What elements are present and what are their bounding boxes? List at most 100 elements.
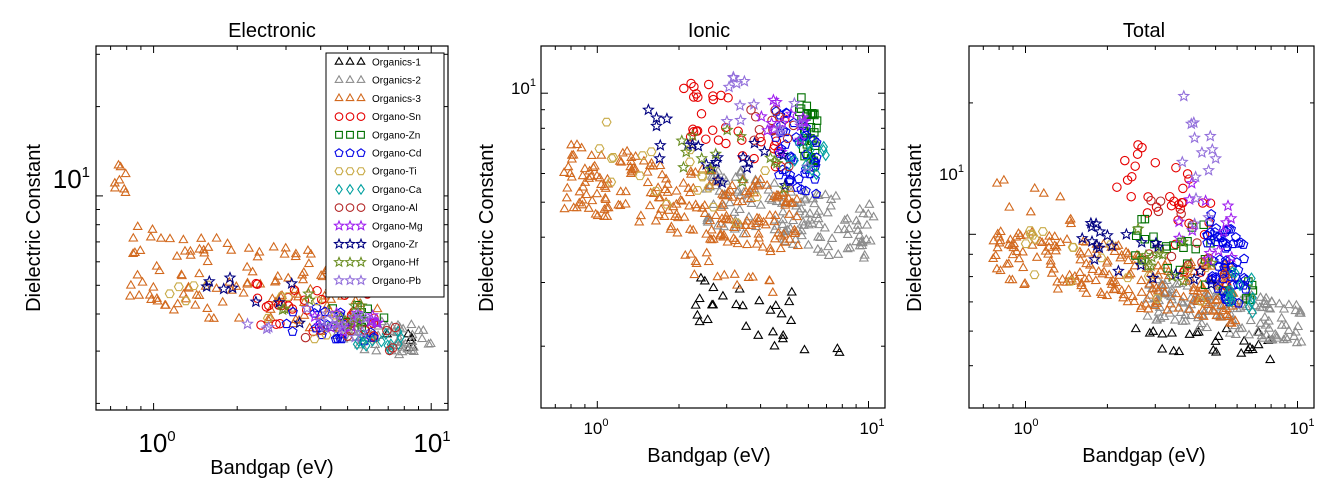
ionic-point-organics-2 [861, 219, 873, 229]
ionic-point-organics-2 [823, 241, 834, 251]
total-point-organics-3 [995, 265, 1006, 275]
total-point-organo-sn [1142, 208, 1153, 218]
ionic-point-organo-sn [696, 109, 707, 119]
ionic-point-organo-zn [797, 93, 806, 102]
total-point-organics-1 [1191, 327, 1202, 337]
electronic-point-organo-cd [281, 318, 292, 329]
ionic-point-organo-sn [688, 92, 699, 102]
electronic-point-organo-zr [293, 316, 306, 329]
ionic-point-organics-3 [644, 200, 656, 210]
total-point-organo-al [1176, 209, 1186, 219]
electronic-point-organo-cd [287, 306, 298, 317]
electronic-point-organics-2 [371, 345, 382, 355]
ionic-point-organics-3 [583, 172, 595, 182]
total-point-organics-3 [1127, 291, 1138, 301]
ionic-panel: Ionic 100 101 101 Bandgap (eV) Dielectri… [476, 20, 886, 467]
total-point-organo-zr [1089, 217, 1103, 230]
electronic-point-organics-3 [179, 245, 191, 255]
ionic-point-organics-1 [785, 315, 797, 324]
total-point-organics-3 [1125, 268, 1136, 278]
total-point-organo-sn [1166, 200, 1177, 211]
electronic-point-organics-3 [148, 281, 159, 291]
ionic-point-organics-2 [734, 204, 745, 213]
ionic-point-organo-cd [776, 143, 787, 154]
electronic-point-organics-3 [152, 295, 163, 305]
total-point-organics-3 [1217, 305, 1229, 315]
total-point-organics-2 [1260, 292, 1272, 302]
ionic-point-organics-3 [616, 156, 627, 166]
total-point-organo-hf [1145, 250, 1159, 263]
total-point-organics-2 [1254, 301, 1265, 311]
electronic-point-organics-3 [191, 289, 202, 299]
ionic-point-organo-al [784, 161, 794, 172]
electronic-point-organo-sn [301, 305, 312, 315]
ionic-point-organo-mg [776, 116, 789, 129]
electronic-point-organics-3 [109, 177, 120, 187]
ionic-point-organo-ti [646, 147, 657, 157]
electronic-point-organo-ti [188, 281, 199, 291]
electronic-panel: Electronic 100 101 101 Bandgap (eV) Diel… [23, 20, 451, 478]
total-point-organo-cd [1205, 227, 1216, 237]
electronic-point-organo-ca [354, 334, 363, 348]
total-point-organics-2 [1283, 299, 1295, 309]
total-point-organo-cd [1206, 274, 1217, 285]
electronic-point-organo-zr [272, 295, 286, 308]
electronic-point-organo-zr [202, 274, 216, 287]
ionic-point-organics-3 [620, 198, 631, 208]
total-point-organo-sn [1205, 198, 1216, 208]
total-point-organo-al [1155, 196, 1166, 206]
ionic-point-organo-al [767, 115, 777, 126]
total-point-organics-3 [1230, 315, 1241, 325]
total-point-organo-zn [1163, 264, 1172, 273]
total-point-organo-sn [1150, 157, 1161, 168]
ionic-point-organics-1 [694, 316, 705, 326]
ionic-point-organics-2 [702, 216, 714, 226]
legend-marker-organo-hf [355, 255, 367, 268]
ionic-point-organics-3 [590, 208, 601, 218]
ionic-point-organics-3 [715, 228, 726, 238]
total-point-organics-3 [1034, 235, 1046, 245]
ionic-point-organics-3 [684, 187, 696, 197]
total-point-organics-3 [1118, 289, 1129, 299]
total-point-organics-2 [1230, 320, 1241, 330]
ionic-point-organics-1 [731, 299, 742, 309]
legend-entry-organo-ti: Organo-Ti [334, 167, 417, 178]
ionic-point-organics-3 [662, 178, 673, 188]
ionic-point-organics-3 [659, 211, 670, 220]
ionic-point-organics-2 [799, 194, 811, 204]
ionic-point-organo-cd [811, 152, 822, 162]
total-point-organo-pb [1209, 151, 1223, 165]
ionic-point-organo-pb [774, 125, 787, 139]
total-point-organics-3 [1083, 247, 1094, 257]
total-point-organics-3 [1157, 279, 1168, 289]
ionic-point-organics-1 [699, 275, 710, 285]
electronic-x-axis-label: Bandgap (eV) [210, 457, 333, 478]
total-point-organo-pb [1189, 170, 1202, 183]
total-point-organo-mg [1185, 176, 1199, 189]
ionic-point-organo-zr [776, 148, 790, 161]
electronic-y-tick-0: 101 [53, 164, 90, 194]
electronic-point-organics-3 [270, 275, 281, 285]
ionic-point-organics-3 [659, 184, 671, 194]
ionic-point-organics-2 [826, 233, 838, 242]
ionic-point-organics-2 [803, 239, 814, 249]
electronic-point-organics-3 [125, 279, 137, 289]
ionic-point-organics-3 [678, 177, 689, 187]
total-point-organo-hf [1139, 248, 1153, 261]
legend-entry-organics-2: Organics-2 [334, 74, 421, 87]
total-point-organics-3 [1144, 278, 1155, 288]
ionic-point-organics-1 [765, 304, 776, 314]
ionic-point-organo-sn [686, 78, 696, 89]
ionic-point-organics-2 [777, 206, 789, 216]
ionic-point-organics-3 [675, 194, 686, 204]
total-point-organo-zr [1084, 216, 1098, 229]
total-point-organics-3 [1031, 251, 1043, 261]
ionic-point-organics-2 [839, 224, 850, 234]
ionic-point-organics-3 [584, 165, 595, 175]
ionic-point-organo-ti [601, 117, 612, 127]
total-point-organics-3 [1136, 286, 1147, 296]
legend-marker-organo-sn [334, 112, 344, 121]
total-point-organics-3 [1159, 287, 1170, 297]
ionic-point-organo-ca [805, 154, 814, 168]
total-point-organics-1 [1265, 354, 1276, 364]
